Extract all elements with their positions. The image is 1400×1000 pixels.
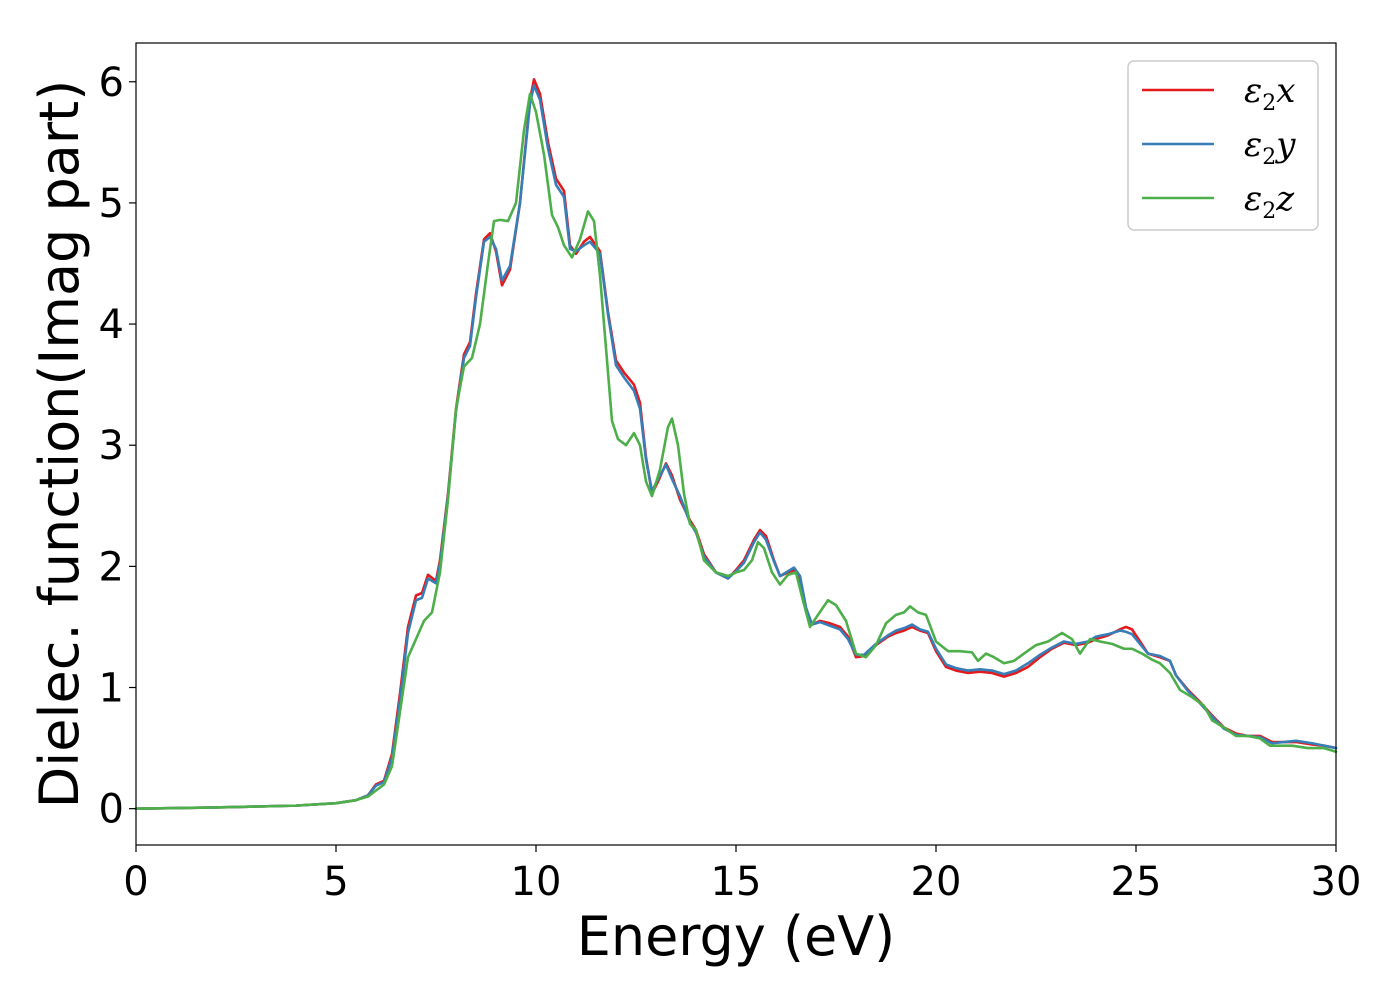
x-tick-label: 20	[911, 859, 962, 905]
legend-box	[1127, 60, 1319, 231]
legend: ε2x ε2y ε2z	[1127, 60, 1319, 231]
x-tick-label: 15	[711, 859, 762, 905]
legend-label-z: ε2z	[1244, 179, 1295, 224]
y-tick-label: 0	[99, 787, 124, 833]
legend-label-y: ε2y	[1244, 125, 1296, 170]
y-axis: 0 1 2 3 4 5 6	[99, 60, 136, 833]
x-tick-label: 0	[123, 859, 148, 905]
y-tick-label: 5	[99, 181, 124, 227]
y-tick-label: 2	[99, 544, 124, 590]
y-axis-title: Dielec. function(Imag part)	[28, 80, 91, 809]
y-tick-label: 4	[99, 302, 124, 348]
x-tick-label: 25	[1111, 859, 1162, 905]
x-axis-title: Energy (eV)	[577, 905, 896, 968]
series-line-z	[134, 92, 1338, 810]
legend-label-x: ε2x	[1244, 71, 1295, 116]
y-tick-label: 6	[99, 60, 124, 106]
series-layer	[134, 78, 1338, 810]
x-axis: 0 5 10 15 20 25 30	[123, 845, 1361, 905]
y-tick-label: 3	[99, 423, 124, 469]
x-tick-label: 30	[1311, 859, 1362, 905]
series-line-y	[134, 84, 1338, 810]
y-tick-label: 1	[99, 666, 124, 712]
x-tick-label: 10	[511, 859, 562, 905]
x-tick-label: 5	[323, 859, 348, 905]
